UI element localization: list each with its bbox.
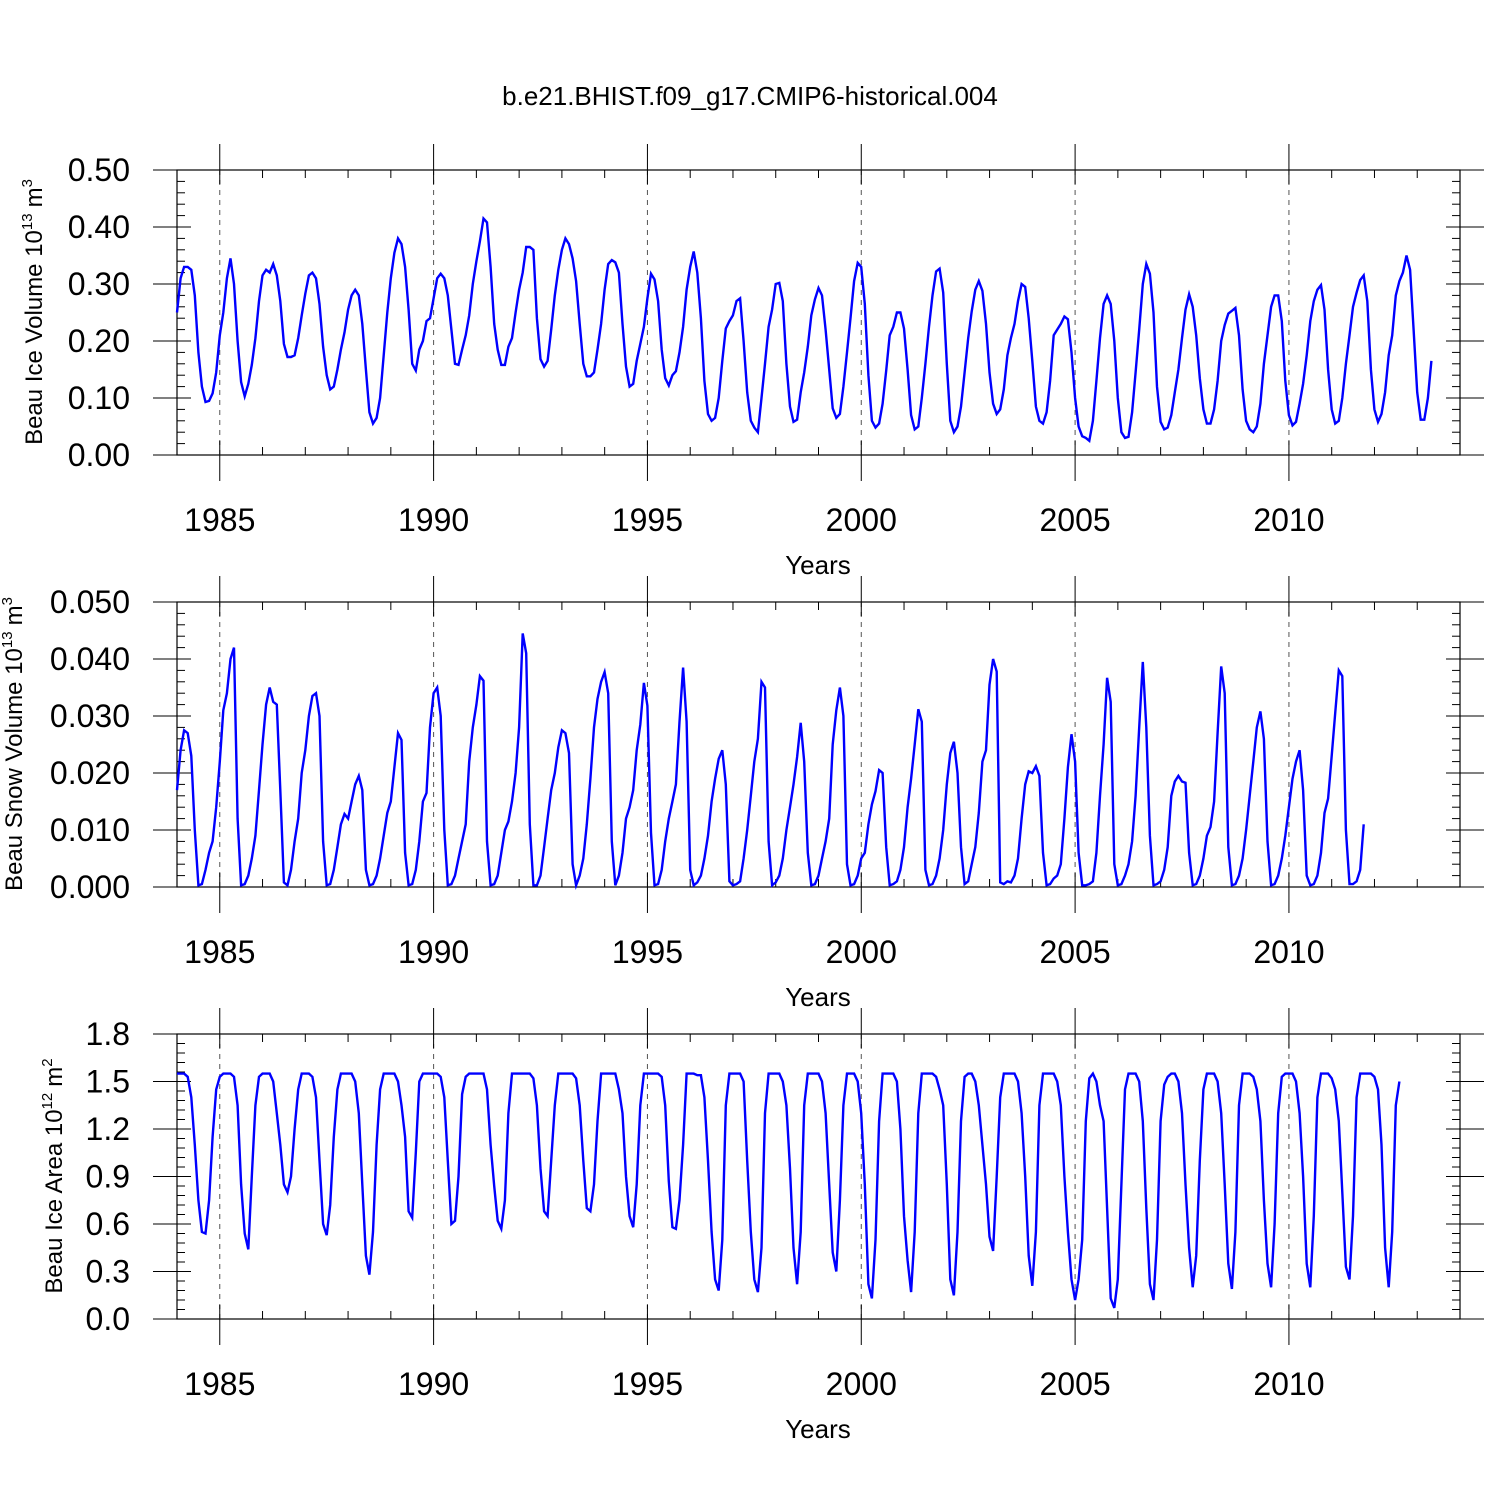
x-tick-label: 1990 [398,1366,469,1402]
x-tick-label: 2005 [1040,1366,1111,1402]
y-tick-label: 1.2 [86,1111,130,1147]
x-tick-label: 1990 [398,934,469,970]
y-axis-label: Beau Ice Volume 1013m3 [19,179,48,445]
y-tick-label: 0.20 [68,323,130,359]
y-tick-label: 0.9 [86,1159,130,1195]
y-tick-label: 0.040 [50,641,130,677]
x-tick-label: 1985 [184,934,255,970]
x-tick-label: 2010 [1253,934,1324,970]
snow-volume-line [175,633,1365,890]
y-tick-label: 1.8 [86,1016,130,1052]
ice-volume-line [175,215,1433,444]
x-tick-label: 2010 [1253,502,1324,538]
x-axis-label: Years [785,550,851,580]
y-tick-label: 0.50 [68,152,130,188]
y-tick-label: 0.30 [68,266,130,302]
x-tick-label: 1985 [184,1366,255,1402]
figure-title: b.e21.BHIST.f09_g17.CMIP6-historical.004 [502,81,998,111]
y-tick-label: 0.10 [68,380,130,416]
x-tick-label: 2005 [1040,934,1111,970]
plot-frame [176,1033,1461,1320]
y-tick-label: 0.00 [68,437,130,473]
y-tick-label: 0.6 [86,1206,130,1242]
x-tick-label: 1985 [184,502,255,538]
y-axis-label: Beau Ice Area 1012m2 [39,1058,68,1293]
x-tick-label: 2000 [826,1366,897,1402]
y-tick-label: 0.0 [86,1301,130,1337]
x-tick-label: 1990 [398,502,469,538]
x-tick-label: 2010 [1253,1366,1324,1402]
ice-area-line [177,1071,1401,1309]
y-tick-label: 0.050 [50,584,130,620]
x-tick-label: 2000 [826,502,897,538]
x-axis-label: Years [785,1414,851,1444]
panel-ice-volume: 0.00 0.10 0.20 0.30 0.40 0.50 1985 1990 1995 2000… [19,144,1484,580]
y-tick-label: 0.000 [50,869,130,905]
x-tick-label: 1995 [612,1366,683,1402]
panel-ice-area: 0.0 0.3 0.6 0.9 1.2 1.5 1.8 1985 1990 1995 2000 200… [39,1008,1484,1444]
panel-snow-volume: 0.000 0.010 0.020 0.030 0.040 0.050 1985 1990 19… [0,576,1484,1012]
y-tick-label: 0.3 [86,1254,130,1290]
y-tick-label: 0.40 [68,209,130,245]
y-tick-label: 0.010 [50,812,130,848]
y-tick-label: 1.5 [86,1064,130,1100]
y-axis-label: Beau Snow Volume 1013m3 [0,597,28,891]
x-tick-label: 1995 [612,934,683,970]
x-tick-label: 2005 [1040,502,1111,538]
y-tick-label: 0.020 [50,755,130,791]
x-axis-label: Years [785,982,851,1012]
x-tick-label: 1995 [612,502,683,538]
y-tick-label: 0.030 [50,698,130,734]
x-tick-label: 2000 [826,934,897,970]
